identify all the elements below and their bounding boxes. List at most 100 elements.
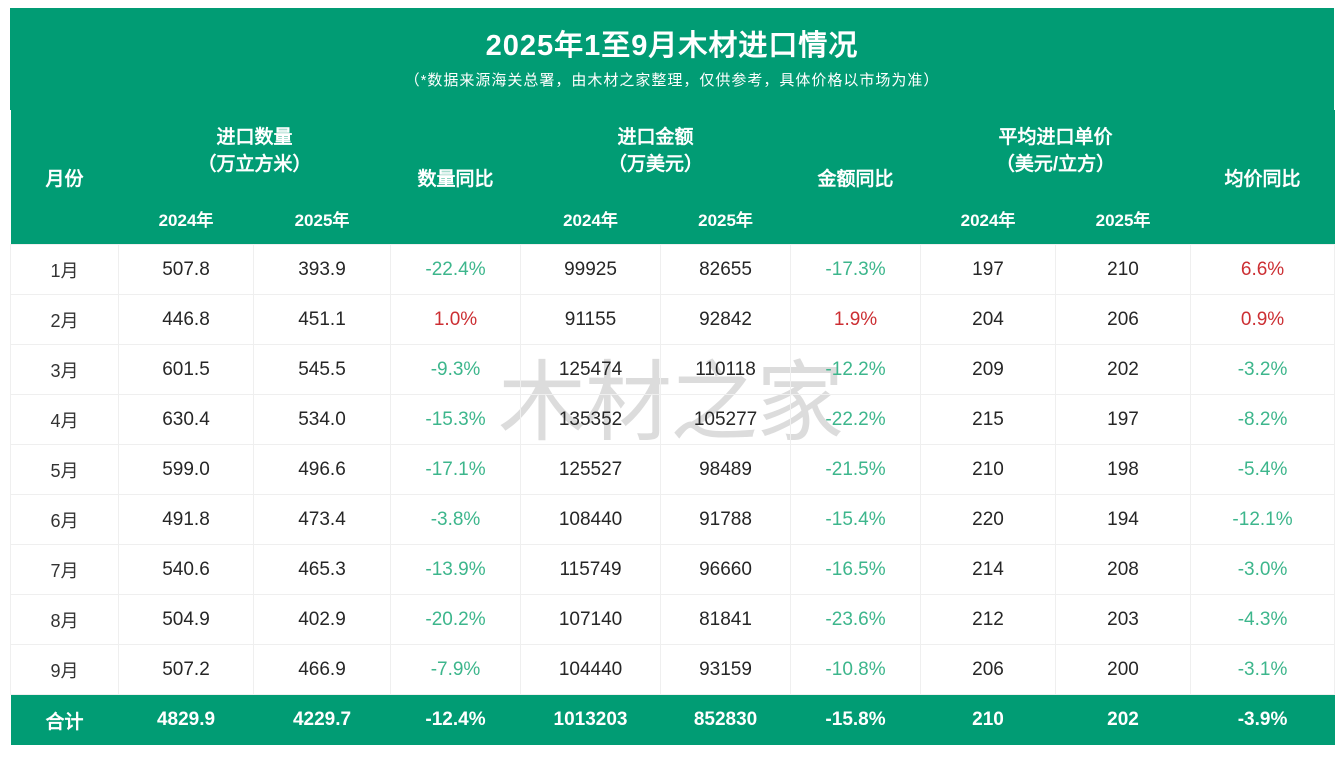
cell-qty-2025: 545.5 [252, 344, 392, 395]
cell-qty-yoy: -7.9% [390, 644, 522, 695]
col-header-price-yoy: 均价同比 [1190, 110, 1335, 245]
col-group-avg-unit-price: 平均进口单价 （美元/立方） [920, 110, 1191, 192]
cell-qty-yoy: -13.9% [390, 544, 522, 595]
cell-qty-yoy: -22.4% [390, 244, 522, 295]
cell-qty-2024: 599.0 [118, 444, 254, 495]
total-amt-2025: 852830 [660, 694, 791, 745]
cell-price-yoy: 0.9% [1190, 294, 1336, 345]
cell-price-yoy: -3.0% [1190, 544, 1336, 595]
col-group-import-quantity: 进口数量 （万立方米） [118, 110, 391, 192]
cell-amt-2025: 98489 [660, 444, 792, 495]
cell-price-2024: 206 [920, 644, 1057, 695]
col-group-import-amount: 进口金额 （万美元） [520, 110, 791, 192]
cell-amt-yoy: -16.5% [790, 544, 922, 595]
table-footer: 合计 4829.9 4229.7 -12.4% 1013203 852830 -… [10, 694, 1335, 745]
cell-price-2025: 200 [1055, 644, 1192, 695]
total-price-2024: 210 [920, 694, 1056, 745]
cell-amt-2024: 125527 [520, 444, 662, 495]
cell-qty-2025: 402.9 [252, 594, 392, 645]
cell-price-2024: 210 [920, 444, 1057, 495]
total-label: 合计 [10, 694, 119, 745]
total-amt-yoy: -15.8% [790, 694, 921, 745]
cell-price-2024: 209 [920, 344, 1057, 395]
cell-price-2025: 198 [1055, 444, 1192, 495]
cell-price-yoy: -3.2% [1190, 344, 1336, 395]
cell-month: 1月 [10, 244, 119, 295]
cell-amt-yoy: -17.3% [790, 244, 922, 295]
cell-amt-2025: 110118 [660, 344, 792, 395]
cell-amt-2024: 108440 [520, 494, 662, 545]
cell-price-2024: 212 [920, 594, 1057, 645]
total-qty-2025: 4229.7 [253, 694, 391, 745]
col-header-qty-yoy: 数量同比 [390, 110, 521, 245]
cell-price-2024: 204 [920, 294, 1057, 345]
cell-month: 7月 [10, 544, 119, 595]
cell-amt-yoy: -23.6% [790, 594, 922, 645]
table-row: 1月 507.8 393.9 -22.4% 99925 82655 -17.3%… [10, 244, 1336, 295]
cell-month: 3月 [10, 344, 119, 395]
cell-amt-2025: 91788 [660, 494, 792, 545]
subcol-qty-2025: 2025年 [253, 192, 391, 245]
cell-amt-2024: 99925 [520, 244, 662, 295]
import-quantity-label: 进口数量 [216, 127, 293, 148]
table-row: 5月 599.0 496.6 -17.1% 125527 98489 -21.5… [10, 444, 1336, 495]
cell-price-2024: 214 [920, 544, 1057, 595]
cell-amt-yoy: -10.8% [790, 644, 922, 695]
cell-qty-2025: 496.6 [252, 444, 392, 495]
cell-price-yoy: -8.2% [1190, 394, 1336, 445]
cell-month: 4月 [10, 394, 119, 445]
cell-price-2024: 197 [920, 244, 1057, 295]
table-row: 9月 507.2 466.9 -7.9% 104440 93159 -10.8%… [10, 644, 1336, 695]
total-qty-yoy: -12.4% [390, 694, 521, 745]
cell-qty-yoy: -9.3% [390, 344, 522, 395]
cell-price-2025: 203 [1055, 594, 1192, 645]
total-price-2025: 202 [1055, 694, 1191, 745]
cell-qty-2024: 446.8 [118, 294, 254, 345]
cell-qty-2025: 451.1 [252, 294, 392, 345]
cell-qty-2025: 473.4 [252, 494, 392, 545]
total-price-yoy: -3.9% [1190, 694, 1335, 745]
cell-qty-2024: 601.5 [118, 344, 254, 395]
cell-amt-2024: 115749 [520, 544, 662, 595]
cell-price-2024: 215 [920, 394, 1057, 445]
col-header-amt-yoy: 金额同比 [790, 110, 921, 245]
cell-amt-2025: 82655 [660, 244, 792, 295]
cell-qty-2024: 507.8 [118, 244, 254, 295]
table-header: 月份 进口数量 （万立方米） 数量同比 进口金额 （万美元） 金额同比 平均进口… [10, 110, 1335, 245]
subcol-price-2025: 2025年 [1055, 192, 1191, 245]
cell-qty-2024: 540.6 [118, 544, 254, 595]
cell-price-yoy: -5.4% [1190, 444, 1336, 495]
report-card: 2025年1至9月木材进口情况 （*数据来源海关总署，由木材之家整理，仅供参考，… [10, 8, 1336, 745]
cell-amt-yoy: -22.2% [790, 394, 922, 445]
cell-price-2025: 206 [1055, 294, 1192, 345]
cell-amt-2025: 81841 [660, 594, 792, 645]
page-title: 2025年1至9月木材进口情况 [485, 30, 859, 62]
cell-amt-2024: 107140 [520, 594, 662, 645]
cell-month: 8月 [10, 594, 119, 645]
import-table: 月份 进口数量 （万立方米） 数量同比 进口金额 （万美元） 金额同比 平均进口… [10, 110, 1336, 745]
cell-qty-2024: 504.9 [118, 594, 254, 645]
cell-price-2025: 197 [1055, 394, 1192, 445]
import-quantity-unit: （万立方米） [197, 154, 312, 175]
cell-qty-yoy: -3.8% [390, 494, 522, 545]
total-qty-2024: 4829.9 [118, 694, 254, 745]
cell-qty-yoy: -17.1% [390, 444, 522, 495]
avg-price-unit: （美元/立方） [995, 154, 1116, 175]
subcol-price-2024: 2024年 [920, 192, 1056, 245]
import-amount-label: 进口金额 [617, 127, 694, 148]
col-header-month: 月份 [10, 110, 119, 245]
cell-amt-yoy: -12.2% [790, 344, 922, 395]
total-amt-2024: 1013203 [520, 694, 661, 745]
cell-qty-2024: 630.4 [118, 394, 254, 445]
cell-price-2025: 210 [1055, 244, 1192, 295]
cell-amt-2025: 93159 [660, 644, 792, 695]
cell-qty-2025: 466.9 [252, 644, 392, 695]
total-row: 合计 4829.9 4229.7 -12.4% 1013203 852830 -… [10, 694, 1335, 745]
cell-amt-2024: 125474 [520, 344, 662, 395]
cell-qty-2024: 491.8 [118, 494, 254, 545]
cell-price-2025: 208 [1055, 544, 1192, 595]
cell-amt-2024: 135352 [520, 394, 662, 445]
cell-month: 6月 [10, 494, 119, 545]
subcol-amt-2025: 2025年 [660, 192, 791, 245]
cell-price-2025: 194 [1055, 494, 1192, 545]
